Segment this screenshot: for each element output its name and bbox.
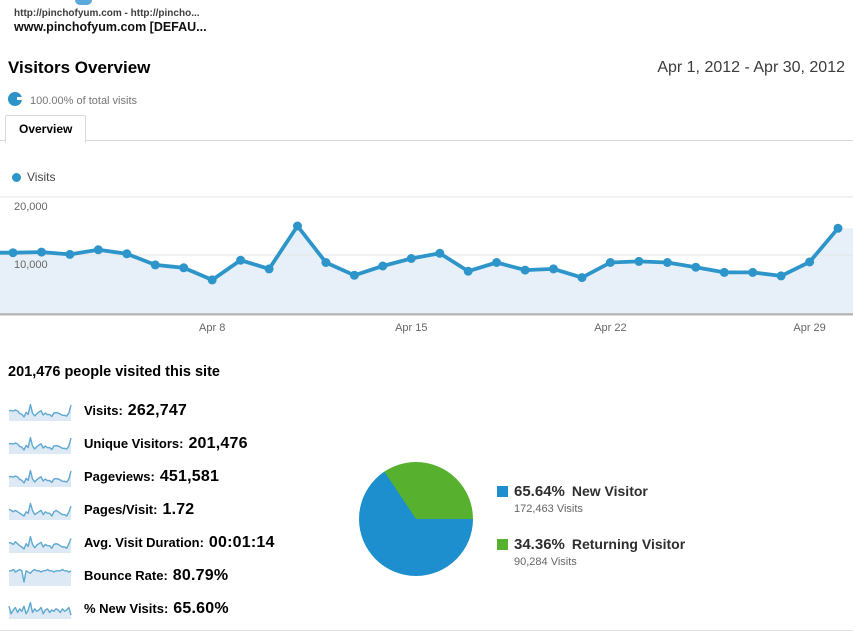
- metric-value: 262,747: [127, 402, 188, 419]
- sparkline-pct-new-visits: [8, 601, 72, 619]
- metric-row-avg-visit-duration: Avg. Visit Duration: 00:01:14: [8, 533, 275, 553]
- legend-swatch-returning-visitor-icon: [497, 539, 508, 550]
- metric-row-unique-visitors: Unique Visitors: 201,476: [8, 434, 275, 454]
- legend-swatch-new-visitor-icon: [497, 486, 508, 497]
- page-title: Visitors Overview: [8, 58, 151, 77]
- visits-legend-dot-icon: [12, 172, 21, 182]
- metric-row-pageviews: Pageviews: 451,581: [8, 467, 275, 487]
- metric-label: % New Visits:: [84, 601, 169, 616]
- svg-text:Apr 15: Apr 15: [395, 322, 427, 334]
- date-range-selector[interactable]: Apr 1, 2012 - Apr 30, 2012: [657, 59, 845, 76]
- metrics-list: Visits: 262,747 Unique Visitors: 201,476 P…: [8, 401, 275, 632]
- visitor-type-pie: [359, 462, 473, 576]
- legend-name: Returning Visitor: [571, 536, 686, 552]
- segment-label: 100.00% of total visits: [30, 95, 138, 107]
- svg-text:Apr 8: Apr 8: [199, 322, 225, 334]
- account-url-line: http://pinchofyum.com - http://pincho...: [14, 8, 200, 19]
- svg-text:Apr 29: Apr 29: [793, 322, 825, 334]
- metric-row-bounce-rate: Bounce Rate: 80.79%: [8, 566, 275, 586]
- pie-legend: 65.64% New Visitor 172,463 Visits 34.36% R…: [497, 483, 685, 589]
- metric-label: Unique Visitors:: [84, 436, 184, 451]
- svg-text:10,000: 10,000: [14, 259, 48, 271]
- metric-row-pages-per-visit: Pages/Visit: 1.72: [8, 500, 275, 520]
- metric-label: Visits:: [84, 403, 123, 418]
- visits-line-chart: 10,000 20,000 Apr 8 Apr 15 Apr 22 Apr 29: [0, 196, 853, 334]
- summary-headline: 201,476 people visited this site: [8, 364, 220, 380]
- metric-value: 1.72: [162, 501, 195, 518]
- metric-row-pct-new-visits: % New Visits: 65.60%: [8, 599, 275, 619]
- profile-icon-partial: [75, 0, 92, 5]
- sparkline-visits: [8, 403, 72, 421]
- legend-visits: 172,463 Visits: [514, 503, 583, 515]
- bottom-divider: [0, 630, 853, 631]
- metric-value: 80.79%: [172, 567, 229, 584]
- sparkline-avg-visit-duration: [8, 535, 72, 553]
- sparkline-bounce-rate: [9, 568, 72, 586]
- metric-label: Avg. Visit Duration:: [84, 535, 204, 550]
- sparkline-pages-per-visit: [8, 502, 72, 520]
- pie-legend-item-returning-visitor: 34.36% Returning Visitor 90,284 Visits: [497, 536, 685, 568]
- tab-bar-divider: [0, 140, 853, 141]
- segment-donut-icon: [8, 92, 22, 106]
- metric-value: 451,581: [159, 468, 220, 485]
- visits-legend-label: Visits: [27, 170, 56, 184]
- metric-value: 65.60%: [173, 600, 229, 617]
- legend-pct: 65.64%: [514, 483, 565, 500]
- chart-legend: Visits: [12, 170, 55, 184]
- legend-visits: 90,284 Visits: [514, 556, 577, 568]
- metric-row-visits: Visits: 262,747: [8, 401, 275, 421]
- metric-value: 00:01:14: [208, 534, 275, 551]
- metric-label: Bounce Rate:: [84, 568, 168, 583]
- metric-value: 201,476: [188, 435, 248, 452]
- tab-overview[interactable]: Overview: [5, 115, 87, 143]
- sparkline-unique-visitors: [8, 436, 72, 454]
- sparkline-pageviews: [8, 469, 72, 487]
- profile-name-line: www.pinchofyum.com [DEFAU...: [14, 20, 207, 34]
- metric-label: Pages/Visit:: [84, 502, 158, 517]
- legend-pct: 34.36%: [514, 536, 565, 553]
- pie-legend-item-new-visitor: 65.64% New Visitor 172,463 Visits: [497, 483, 685, 515]
- legend-name: New Visitor: [571, 483, 648, 499]
- svg-text:Apr 22: Apr 22: [594, 322, 626, 334]
- metric-label: Pageviews:: [84, 469, 155, 484]
- svg-text:20,000: 20,000: [14, 201, 48, 213]
